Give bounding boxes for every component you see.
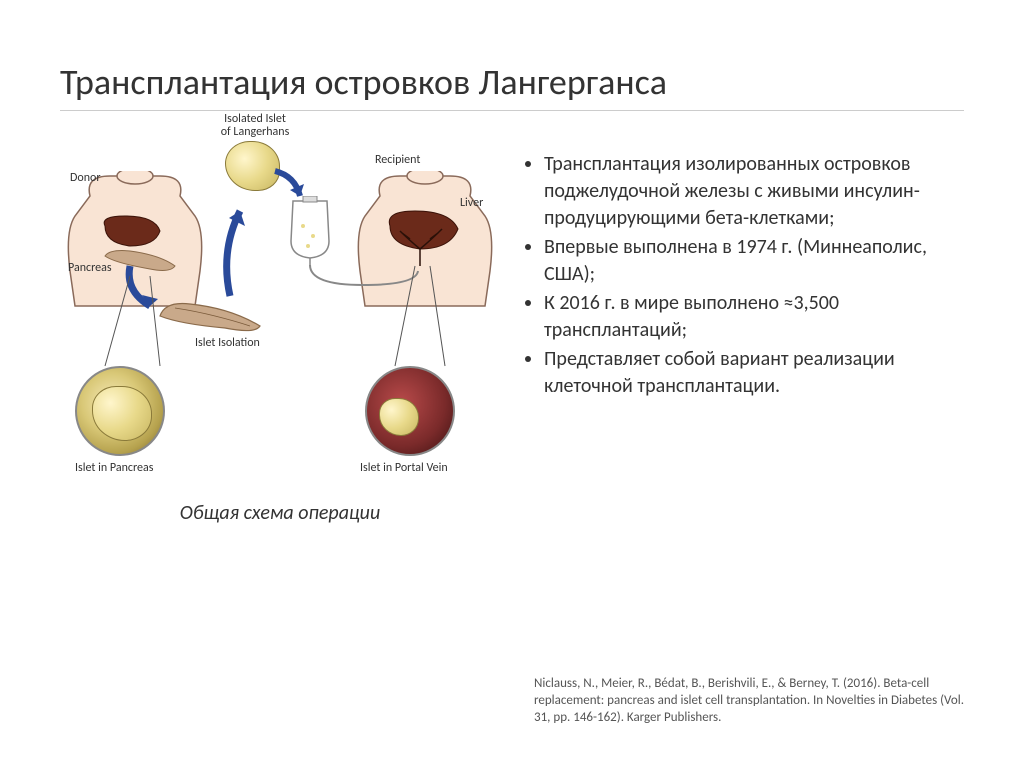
islet-in-pancreas-circle (75, 366, 165, 456)
islet-in-vein-label: Islet in Portal Vein (360, 461, 448, 475)
content-row: Donor Pancreas Isolated Islet of Langerh… (60, 141, 964, 525)
transplant-diagram: Donor Pancreas Isolated Islet of Langerh… (60, 141, 500, 471)
bullet-item: Трансплантация изолированных островков п… (544, 151, 964, 232)
zoom-lines-recipient (390, 261, 460, 371)
arrow-islet-to-bag (270, 166, 310, 215)
citation-text: Niclauss, N., Meier, R., Bédat, B., Beri… (534, 676, 964, 727)
bullet-item: К 2016 г. в мире выполнено ≈3,500 трансп… (544, 290, 964, 344)
liver-label: Liver (460, 196, 483, 210)
slide-title: Трансплантация островков Лангерганса (60, 60, 964, 104)
arrow-pancreas-to-islet (215, 196, 265, 310)
islet-in-pancreas-label: Islet in Pancreas (75, 461, 153, 475)
islet-isolation-label: Islet Isolation (195, 336, 260, 350)
islet-in-vein-circle (365, 366, 455, 456)
bullet-item: Впервые выполнена в 1974 г. (Миннеаполис… (544, 234, 964, 288)
recipient-label: Recipient (375, 153, 420, 167)
zoom-lines-donor (100, 271, 170, 371)
diagram-column: Donor Pancreas Isolated Islet of Langerh… (60, 141, 500, 525)
isolated-islet-label: Isolated Islet of Langerhans (215, 113, 295, 139)
bullet-list: Трансплантация изолированных островков п… (520, 151, 964, 400)
donor-label: Donor (70, 171, 101, 185)
diagram-caption: Общая схема операции (60, 501, 500, 525)
title-underline (60, 110, 964, 111)
bullets-column: Трансплантация изолированных островков п… (520, 141, 964, 525)
bullet-item: Представляет собой вариант реализации кл… (544, 346, 964, 400)
